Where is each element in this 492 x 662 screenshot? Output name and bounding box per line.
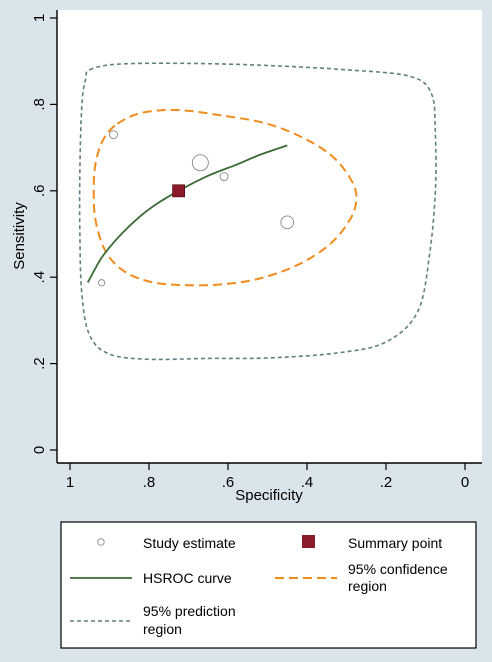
study-points (97, 130, 295, 287)
plot-area (57, 10, 482, 463)
legend-study-symbol (97, 538, 105, 546)
x-tick-label: 0 (461, 474, 469, 491)
y-tick-label: 1 (31, 14, 48, 22)
study-estimate-point (191, 154, 209, 172)
x-tick-label: .2 (380, 474, 393, 491)
y-tick-label: .4 (31, 271, 48, 284)
legend-box (60, 521, 477, 649)
x-tick-label: .4 (301, 474, 314, 491)
legend-study-label: Study estimate (143, 535, 236, 551)
x-ticks: 1 .8 .6 .4 .2 0 (66, 463, 469, 491)
study-estimate-point (280, 215, 295, 230)
legend-hsroc-label: HSROC curve (143, 570, 232, 586)
legend-prediction-label-2: region (143, 621, 182, 637)
x-axis-title: Specificity (235, 487, 303, 504)
y-tick-label: 0 (31, 446, 48, 454)
hsroc-curve-path (87, 144, 288, 283)
study-estimate-point (108, 130, 118, 140)
legend-summary-symbol (302, 535, 315, 548)
y-tick-label: .6 (31, 185, 48, 198)
y-axis-title: Sensitivity (11, 202, 28, 270)
x-tick-label: .8 (143, 474, 156, 491)
legend: Study estimate Summary point HSROC curve… (60, 521, 477, 649)
x-tick-label: .6 (222, 474, 235, 491)
y-tick-label: .2 (31, 357, 48, 370)
confidence-region-path (92, 108, 358, 287)
legend-prediction-label-1: 95% prediction (143, 603, 236, 619)
x-tick-label: 1 (66, 474, 74, 491)
legend-summary-label: Summary point (348, 535, 442, 551)
y-tick-label: .8 (31, 98, 48, 111)
study-estimate-point (97, 279, 106, 287)
y-ticks: 0 .2 .4 .6 .8 1 (31, 14, 57, 454)
legend-confidence-label-2: region (348, 578, 387, 594)
summary-point-marker (172, 184, 186, 198)
study-estimate-point (219, 172, 229, 181)
legend-confidence-label-1: 95% confidence (348, 561, 448, 577)
